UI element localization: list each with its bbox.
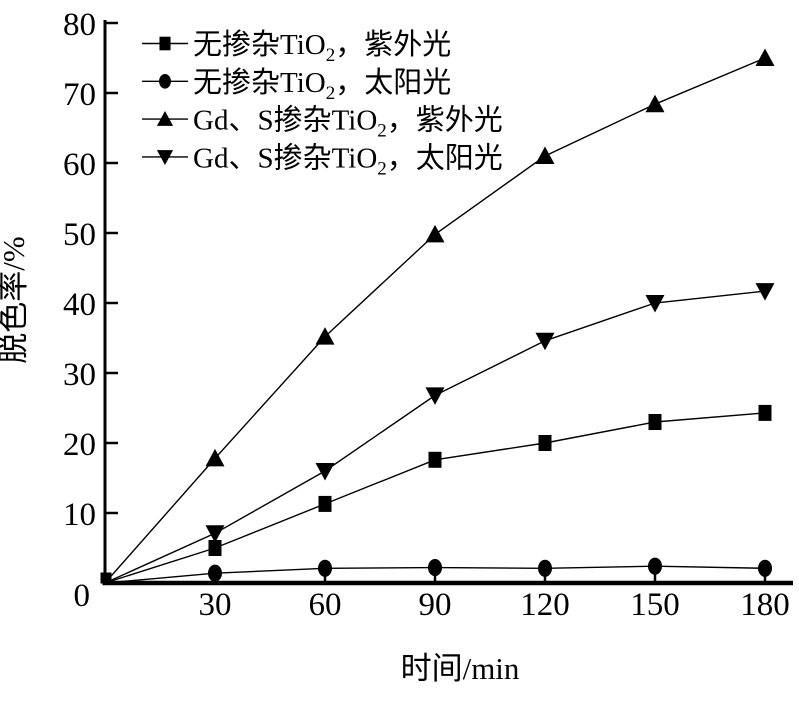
- x-tick-label: 120: [520, 587, 570, 623]
- legend-marker-triangle-up: [156, 111, 174, 126]
- series-line: [104, 290, 766, 584]
- series-line: [104, 57, 766, 584]
- series-triangle-up: [104, 48, 775, 584]
- data-point-marker: [205, 525, 225, 543]
- data-point-marker: [538, 435, 552, 451]
- data-point-marker: [428, 559, 442, 577]
- data-point-marker: [535, 146, 555, 164]
- data-point-marker: [755, 283, 775, 301]
- legend-marker-square: [159, 36, 171, 51]
- data-point-marker: [428, 451, 442, 468]
- x-tick-label: 60: [309, 587, 342, 623]
- x-tick-label: 180: [740, 587, 790, 623]
- data-point-marker: [648, 557, 662, 575]
- data-point-marker: [535, 332, 555, 351]
- legend-item: 无掺杂TiO2，太阳光: [142, 66, 451, 104]
- data-point-marker: [205, 448, 225, 467]
- y-tick-label: 20: [63, 427, 96, 463]
- series-square: [104, 404, 772, 584]
- data-point-marker: [318, 559, 332, 577]
- data-point-marker: [318, 495, 332, 512]
- legend-label: 无掺杂TiO2，太阳光: [193, 66, 451, 104]
- data-point-marker: [315, 327, 335, 345]
- y-tick-label: 60: [63, 147, 96, 183]
- x-tick-label: 150: [630, 587, 680, 623]
- legend-item: Gd、S掺杂TiO2，太阳光: [142, 141, 503, 179]
- data-point-marker: [208, 564, 222, 582]
- legend-item: Gd、S掺杂TiO2，紫外光: [142, 104, 503, 142]
- legend-label: Gd、S掺杂TiO2，太阳光: [193, 141, 503, 179]
- y-tick-label: 0: [74, 578, 91, 614]
- data-point-marker: [645, 94, 665, 113]
- y-tick-label: 30: [63, 357, 96, 393]
- data-point-marker: [758, 559, 772, 577]
- series-triangle-down: [104, 283, 775, 584]
- data-point-marker: [425, 387, 445, 405]
- data-point-marker: [648, 414, 662, 430]
- data-point-marker: [755, 48, 775, 66]
- y-tick-label: 40: [63, 287, 96, 323]
- legend: 无掺杂TiO2，紫外光无掺杂TiO2，太阳光Gd、S掺杂TiO2，紫外光Gd、S…: [142, 28, 503, 179]
- y-tick-label: 80: [63, 7, 96, 43]
- legend-marker-triangle-down: [156, 150, 174, 165]
- chart-plot-area: 0 10 20 30 40 50 60 70 80 30 60 90 120 150 180 无掺杂TiO2，…: [63, 7, 793, 623]
- data-point-marker: [538, 559, 552, 577]
- x-axis-title: 时间/min: [401, 651, 520, 686]
- data-point-marker: [758, 404, 772, 421]
- data-point-marker: [315, 463, 335, 481]
- x-tick-label: 90: [419, 587, 452, 623]
- legend-label: 无掺杂TiO2，紫外光: [193, 28, 451, 66]
- data-point-marker: [645, 295, 665, 313]
- y-tick-label: 10: [63, 497, 96, 533]
- legend-label: Gd、S掺杂TiO2，紫外光: [193, 104, 503, 142]
- y-axis-title: 脱色率/%: [0, 236, 31, 363]
- data-point-marker: [208, 540, 222, 556]
- legend-item: 无掺杂TiO2，紫外光: [142, 28, 451, 66]
- origin-marker-cluster: [100, 572, 112, 584]
- legend-marker-circle: [159, 73, 171, 89]
- data-point-marker: [425, 224, 445, 243]
- y-tick-label: 70: [63, 77, 96, 113]
- y-tick-label: 50: [63, 217, 96, 253]
- x-tick-label: 30: [199, 587, 232, 623]
- series-line: [104, 412, 766, 584]
- series-circle: [104, 557, 772, 584]
